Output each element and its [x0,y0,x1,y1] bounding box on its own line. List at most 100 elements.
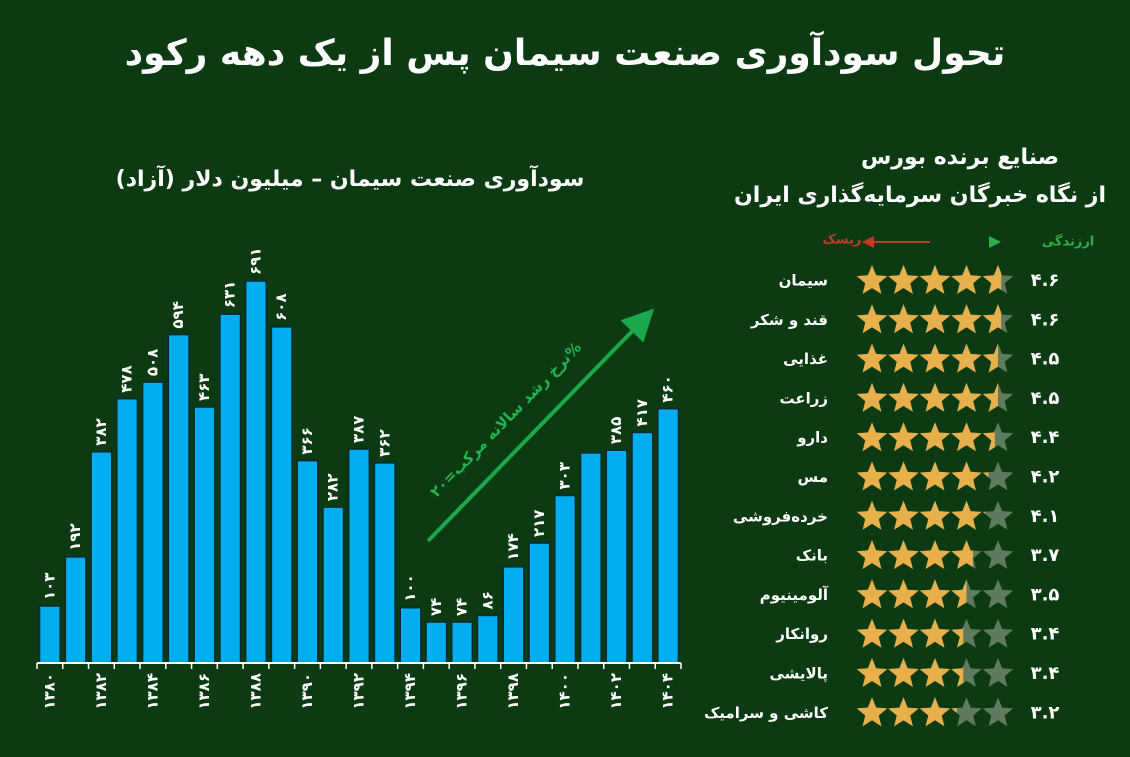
bar [554,494,577,664]
filled-star [856,461,888,491]
filled-star [888,618,919,648]
bar [579,452,602,664]
x-tick-label: ۱۳۸۶ [195,673,213,710]
value-label: ۶۹۱ [246,248,264,275]
score-label: ۴.۶ [1031,309,1060,330]
industry-name: مس [798,468,829,486]
filled-star [919,265,951,294]
bar [167,333,190,664]
filled-star [888,579,919,609]
bar [193,406,216,664]
value-label: ۴۷۸ [118,365,136,392]
x-tick-label: ۱۳۹۸ [504,673,522,710]
filled-star [856,697,888,727]
bar [219,313,242,664]
value-label: ۴۱۷ [633,399,651,426]
value-label: ۴۶۰ [659,375,677,402]
filled-star [951,343,982,373]
value-label: ۳۶۶ [298,427,316,454]
empty-star [951,618,982,648]
ratings-title: از نگاه خبرگان سرمایه‌گذاری ایران [734,181,1106,208]
value-label: ۶۳۱ [221,281,239,308]
score-label: ۳.۷ [1031,545,1060,566]
filled-star [856,500,888,530]
filled-star [919,618,951,648]
chart-title: سودآوری صنعت سیمان – میلیون دلار (آزاد) [116,164,585,192]
value-label: ۳۰۳ [556,462,574,489]
score-label: ۴.۲ [1031,467,1060,488]
stars [856,304,1002,334]
filled-star [888,422,919,452]
value-label: ۳۸۷ [350,416,368,443]
bar [631,431,654,664]
score-label: ۴.۶ [1031,270,1060,291]
filled-star [856,618,888,648]
filled-star [919,658,951,687]
bar [141,381,164,664]
filled-star [919,697,951,727]
stars [856,500,986,530]
filled-star [919,304,951,334]
filled-star [888,500,919,530]
filled-star [888,540,919,569]
ratings-title: صنایع برنده بورس [861,145,1059,170]
bar [296,459,319,664]
stars [856,579,967,609]
empty-star [982,697,1014,727]
stars [856,382,998,412]
legend-value: ارزندگی [1042,234,1095,250]
empty-star [982,461,1014,491]
x-tick-label: ۱۳۸۰ [40,673,58,710]
value-label: ۷۴ [453,598,471,616]
empty-star [982,579,1014,609]
value-label: ۷۴ [427,598,445,616]
industry-name: قند و شکر [750,311,828,329]
industry-name: کاشی و سرامیک [704,704,828,722]
bar [476,614,499,664]
stars [856,265,1002,294]
filled-star [919,461,951,491]
empty-star [951,697,982,727]
filled-star [856,343,888,373]
score-label: ۴.۱ [1031,506,1060,527]
score-label: ۳.۴ [1031,624,1060,645]
bar [322,506,345,664]
filled-star [856,265,888,294]
score-label: ۳.۲ [1031,702,1060,723]
empty-star [982,500,1014,530]
value-label: ۱۰۰ [401,574,419,601]
score-label: ۴.۵ [1031,349,1060,370]
score-label: ۴.۴ [1031,427,1060,448]
value-label: ۱۰۳ [40,573,58,600]
filled-star [951,540,973,569]
bar [605,449,628,664]
industry-name: آلومینیوم [760,586,829,604]
page-title: تحول سودآوری صنعت سیمان پس از یک دهه رکو… [125,30,1006,74]
x-tick-label: ۱۳۹۴ [401,673,419,710]
industry-name: غذایی [783,350,828,368]
legend-risk: ریسک [823,233,862,248]
industry-name: دارو [796,429,828,447]
stars [856,461,989,491]
stars [856,697,957,727]
stars [856,343,998,373]
bar [116,397,139,664]
filled-star [951,500,982,530]
value-label: ۳۸۵ [607,417,625,444]
bar [347,448,371,664]
x-tick-label: ۱۳۸۸ [246,673,264,710]
filled-star [856,422,888,452]
filled-star [888,697,919,727]
bar [502,566,525,664]
filled-star [888,304,919,334]
value-label: ۲۸۲ [324,474,342,501]
x-tick-label: ۱۳۹۶ [453,673,471,710]
stars [856,618,964,648]
bar [64,556,87,664]
industry-name: خرده‌فروشی [733,507,828,525]
stars [856,422,995,452]
value-label: ۴۶۳ [195,374,213,401]
bar [450,621,474,664]
industry-name: بانک [796,547,828,565]
